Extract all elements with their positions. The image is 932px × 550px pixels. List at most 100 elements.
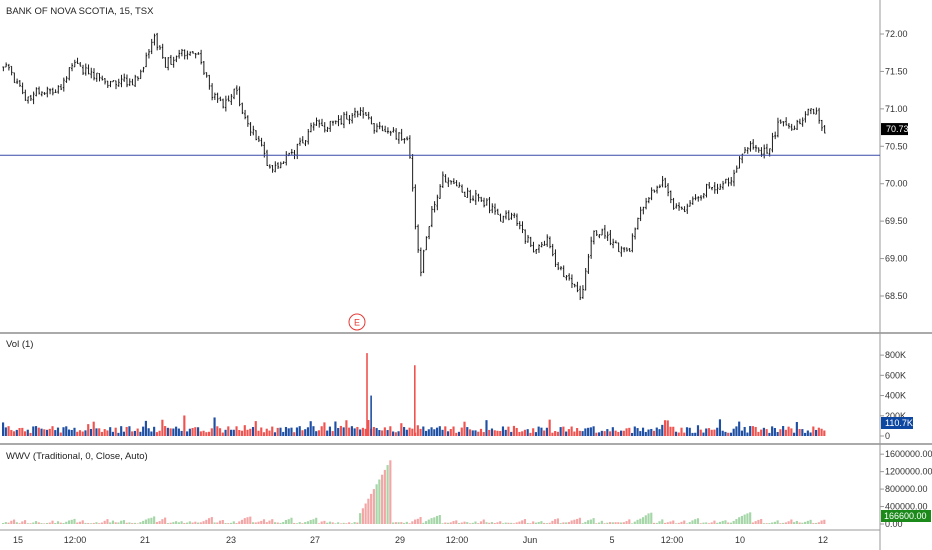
wwv-bar: [23, 520, 27, 524]
volume-axis[interactable]: 800K 600K 400K 200K 0: [880, 350, 906, 441]
volume-bar: [254, 421, 257, 436]
wwv-bar: [603, 523, 606, 524]
candle: [222, 98, 225, 109]
wwv-bar: [323, 520, 326, 524]
volume-bar: [158, 430, 161, 436]
wwv-tick-label: 1600000.00: [885, 449, 932, 459]
wwv-bar: [67, 520, 71, 524]
wwv-bar: [532, 521, 535, 524]
candle: [694, 194, 697, 201]
volume-bar: [394, 432, 397, 436]
candle: [732, 169, 735, 187]
wwv-bar: [194, 521, 197, 524]
candle: [246, 115, 249, 127]
volume-bar: [218, 428, 222, 436]
wwv-bar: [224, 523, 227, 524]
candle: [513, 212, 516, 219]
wwv-axis[interactable]: 1600000.00 1200000.00 800000.00 400000.00 0.…: [880, 449, 932, 529]
wwv-bar: [438, 514, 441, 524]
candle: [219, 96, 222, 102]
wwv-bar: [650, 512, 653, 524]
candle: [568, 273, 571, 281]
wwv-bar: [408, 523, 411, 524]
candle: [743, 146, 746, 154]
volume-bar: [150, 431, 153, 436]
volume-bar: [663, 420, 667, 436]
volume-bar: [317, 430, 321, 436]
wwv-bar: [639, 518, 642, 524]
volume-bar: [457, 431, 461, 436]
wwv-bar: [120, 520, 123, 524]
volume-bar: [202, 430, 205, 436]
time-axis[interactable]: 15 12:00 21 23 27 29 12:00 Jun 5 12:00 10 12: [13, 535, 828, 545]
candle: [169, 54, 172, 65]
wwv-bar: [175, 521, 178, 524]
price-tick-label: 69.00: [885, 254, 908, 264]
wwv-bar: [265, 522, 268, 524]
wwv-bar: [389, 460, 392, 524]
wwv-bar: [400, 522, 403, 524]
wwv-bar: [56, 521, 60, 524]
volume-bar: [95, 428, 98, 436]
wwv-bar: [251, 522, 255, 524]
volume-bar: [474, 430, 477, 436]
wwv-bar: [158, 521, 161, 524]
wwv-bar: [751, 522, 754, 524]
volume-bar: [565, 431, 568, 436]
candle: [557, 262, 560, 271]
candle: [60, 84, 63, 91]
candle: [304, 140, 307, 147]
candle: [754, 144, 757, 152]
wwv-bar: [460, 522, 463, 524]
wwv-bar: [606, 522, 609, 524]
wwv-bar: [416, 518, 419, 524]
volume-bar: [441, 429, 444, 436]
candle: [373, 123, 376, 134]
volume-bar: [337, 428, 340, 436]
candle: [329, 120, 332, 132]
volume-bar: [559, 427, 562, 436]
wwv-bar: [806, 520, 809, 524]
volume-bar: [188, 428, 191, 436]
wwv-bar: [570, 520, 573, 524]
candle: [79, 62, 82, 67]
wwv-bar: [529, 523, 532, 524]
volume-bar: [45, 429, 49, 436]
candle: [353, 107, 356, 118]
wwv-bar: [232, 521, 235, 524]
volume-bar: [345, 420, 348, 436]
candle: [425, 236, 428, 251]
wwv-bar: [76, 522, 79, 524]
wwv-bar: [729, 522, 733, 524]
wwv-bar: [249, 516, 252, 524]
date-label: 15: [13, 535, 23, 545]
candle: [10, 65, 13, 76]
wwv-tick-label: 400000.00: [885, 502, 928, 512]
candle: [639, 206, 642, 222]
candle: [675, 203, 678, 209]
candle: [771, 132, 774, 153]
wwv-bar: [441, 523, 444, 524]
volume-bar: [757, 431, 760, 436]
volume-bar: [26, 429, 29, 436]
volume-bar: [4, 427, 7, 436]
wwv-bar: [320, 521, 323, 524]
earnings-marker[interactable]: E: [348, 313, 366, 331]
price-tick-label: 71.00: [885, 104, 908, 114]
volume-bar: [801, 429, 804, 436]
price-axis[interactable]: 72.00 71.50 71.00 70.50 70.00 69.50 69.00 68.50: [880, 29, 908, 301]
wwv-bar: [348, 522, 351, 524]
candle: [672, 197, 675, 210]
wwv-bar: [386, 465, 389, 524]
candle: [367, 111, 370, 120]
volume-bar: [216, 426, 219, 436]
volume-bar: [183, 415, 186, 436]
wwv-bar: [345, 523, 348, 524]
wwv-bar: [208, 518, 211, 524]
volume-bar: [271, 426, 274, 436]
candle: [565, 275, 568, 281]
volume-bar: [743, 426, 746, 436]
candle: [521, 221, 524, 234]
candle: [559, 266, 562, 271]
